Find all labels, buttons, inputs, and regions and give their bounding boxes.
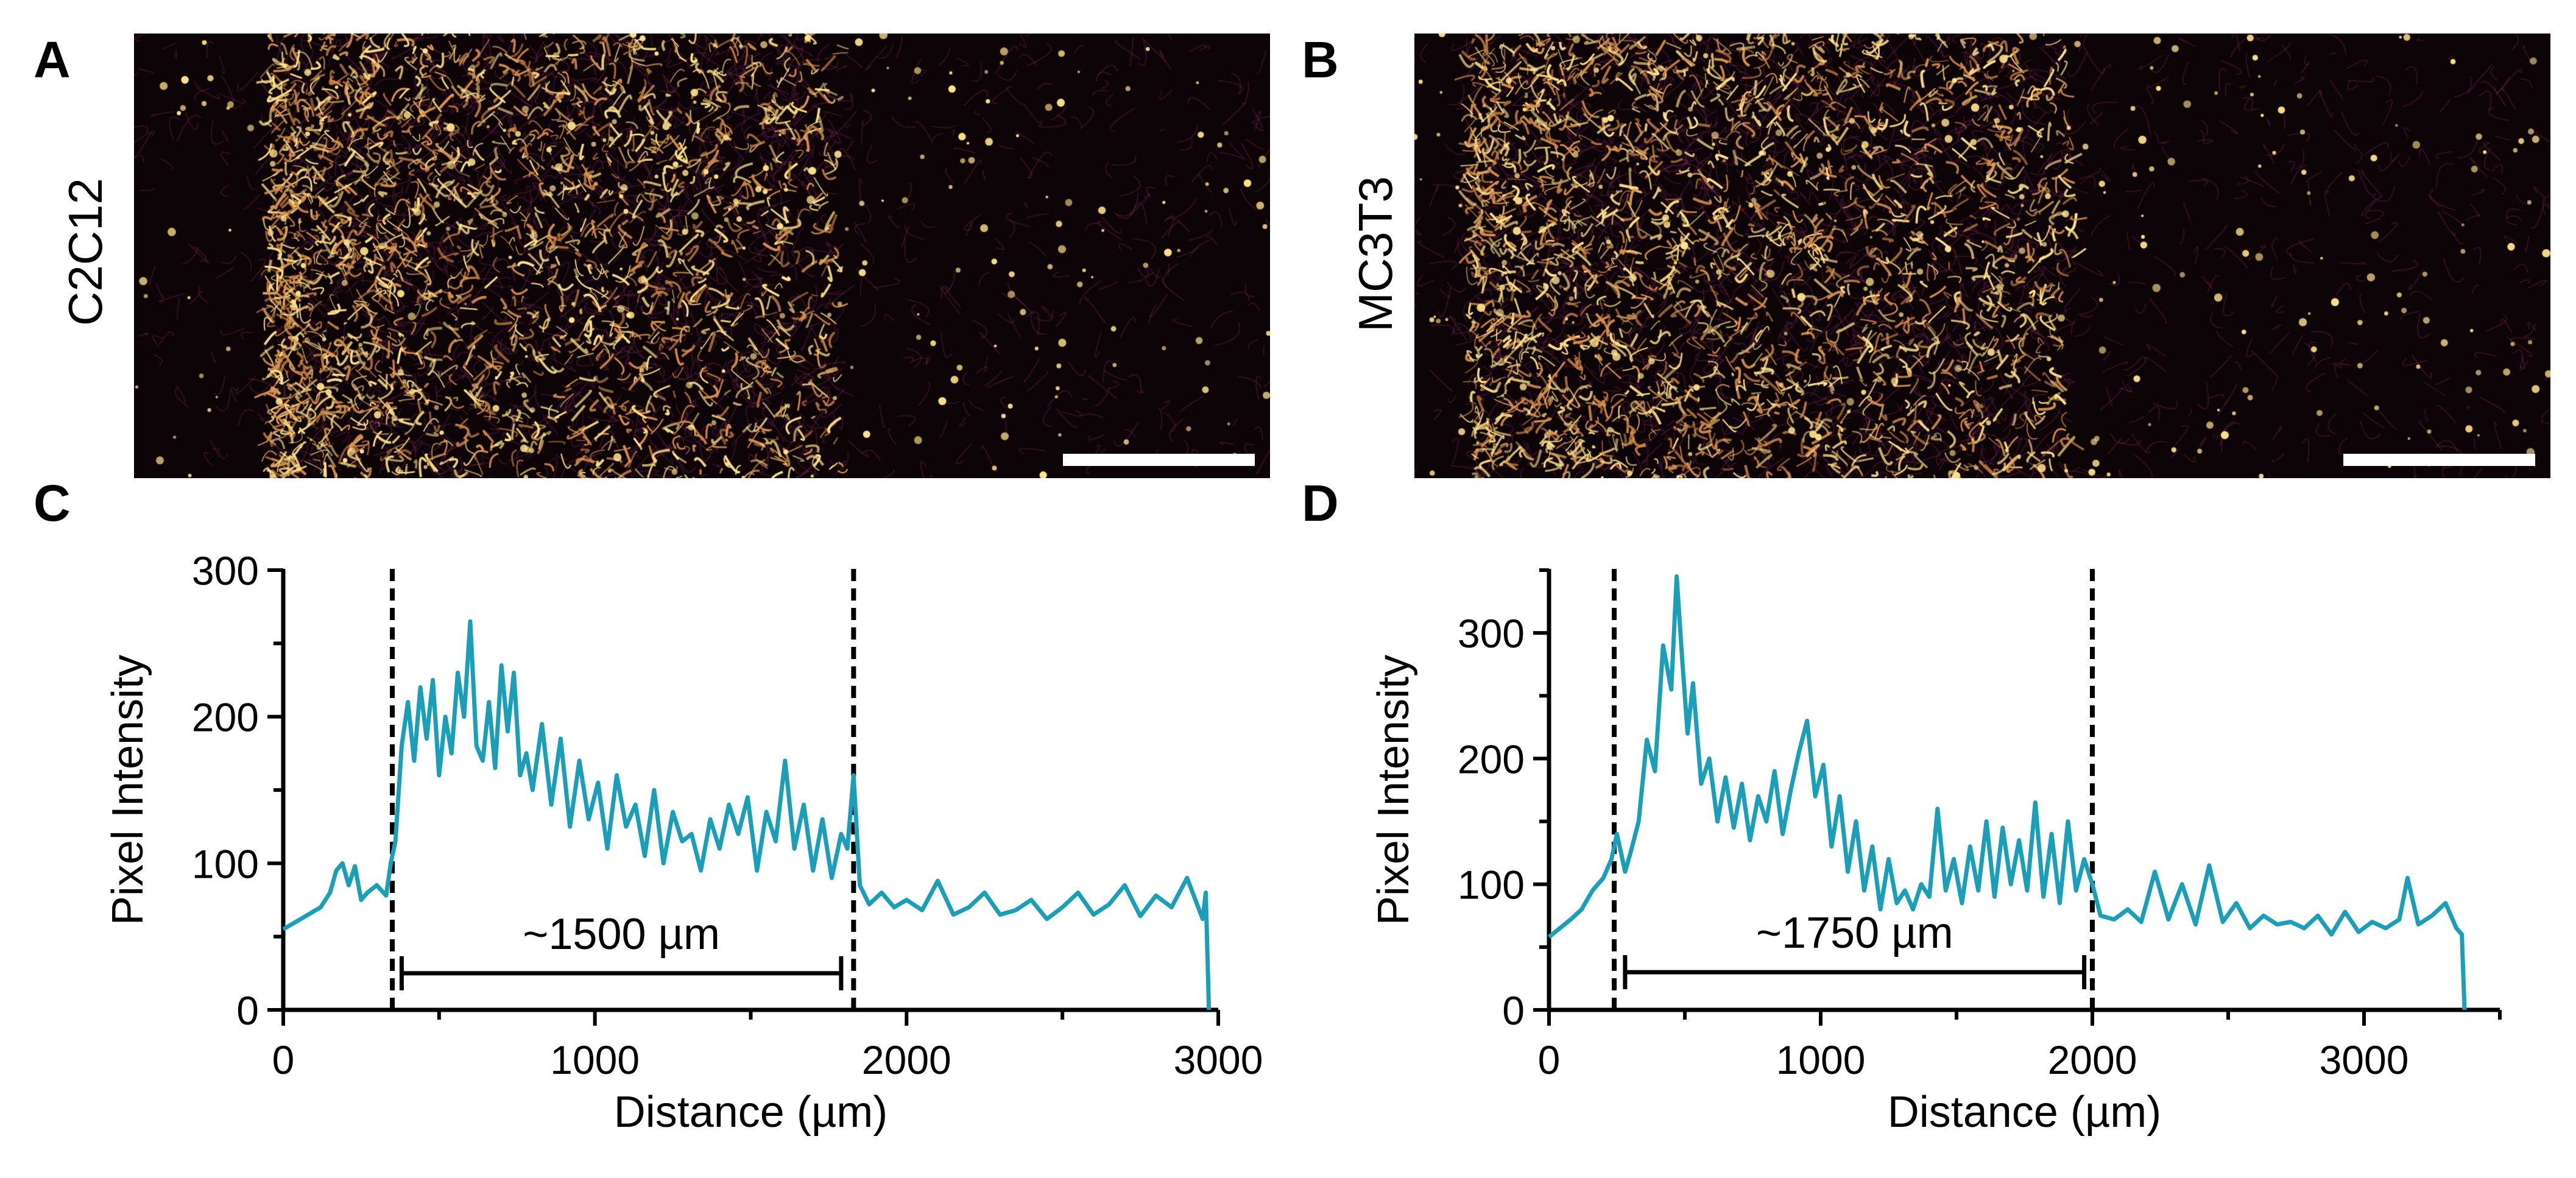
chartD-x-tick-label: 1000	[1776, 1037, 1866, 1082]
panel-letter-a: A	[34, 31, 71, 88]
scale-bar-a	[1063, 454, 1255, 466]
micrograph-mc3t3-image	[1414, 34, 2550, 478]
chart-d-y-axis-label: Pixel Intensity	[1369, 655, 1418, 925]
panel-letter-d: D	[1302, 474, 1339, 532]
chart-d-annotation-text: ~1750 µm	[1756, 909, 1953, 958]
chart-c-x-axis-label: Distance (µm)	[614, 1088, 888, 1137]
chartC-x-tick-label: 0	[272, 1037, 295, 1082]
chartD-y-tick-label: 300	[1458, 611, 1525, 656]
panel-letter-c: C	[34, 474, 71, 532]
micrograph-mc3t3	[1414, 34, 2550, 478]
chartC-x-tick-label: 2000	[862, 1037, 951, 1082]
chartD-x-tick-label: 2000	[2048, 1037, 2137, 1082]
chartD-y-tick-label: 0	[1502, 988, 1525, 1033]
chart-d-x-axis-label: Distance (µm)	[1888, 1088, 2162, 1137]
chart-d: 0 1000 2000 3000 0 100 200 300 ~1750 µm Distanc…	[1369, 568, 2502, 1137]
chartC-y-tick-label: 300	[192, 548, 259, 593]
panel-letter-b: B	[1302, 31, 1339, 88]
row-label-c2c12: C2C12	[58, 178, 112, 326]
row-label-mc3t3: MC3T3	[1349, 176, 1402, 332]
chart-c-y-axis-label: Pixel Intensity	[104, 655, 152, 925]
chart-c: 0 1000 2000 3000 0 100 200 300 ~1500 µm Distanc…	[104, 548, 1263, 1137]
chart-c-annotation-text: ~1500 µm	[523, 910, 720, 959]
chartC-y-tick-label: 0	[236, 988, 259, 1033]
chartC-x-tick-label: 1000	[550, 1037, 640, 1082]
micrograph-c2c12-image	[134, 34, 1270, 478]
chartD-y-tick-label: 200	[1458, 736, 1525, 781]
chartD-y-tick-label: 100	[1458, 862, 1525, 908]
chart-c-series-line	[282, 619, 1212, 1010]
chartD-x-tick-label: 3000	[2320, 1037, 2409, 1082]
chartC-x-tick-label: 3000	[1174, 1037, 1263, 1082]
chartC-y-tick-label: 200	[192, 695, 259, 740]
chartD-x-tick-label: 0	[1538, 1037, 1561, 1082]
chart-d-series-line	[1547, 574, 2467, 1010]
chartC-y-tick-label: 100	[192, 841, 259, 886]
scale-bar-b	[2343, 454, 2535, 466]
micrograph-c2c12	[134, 34, 1270, 478]
